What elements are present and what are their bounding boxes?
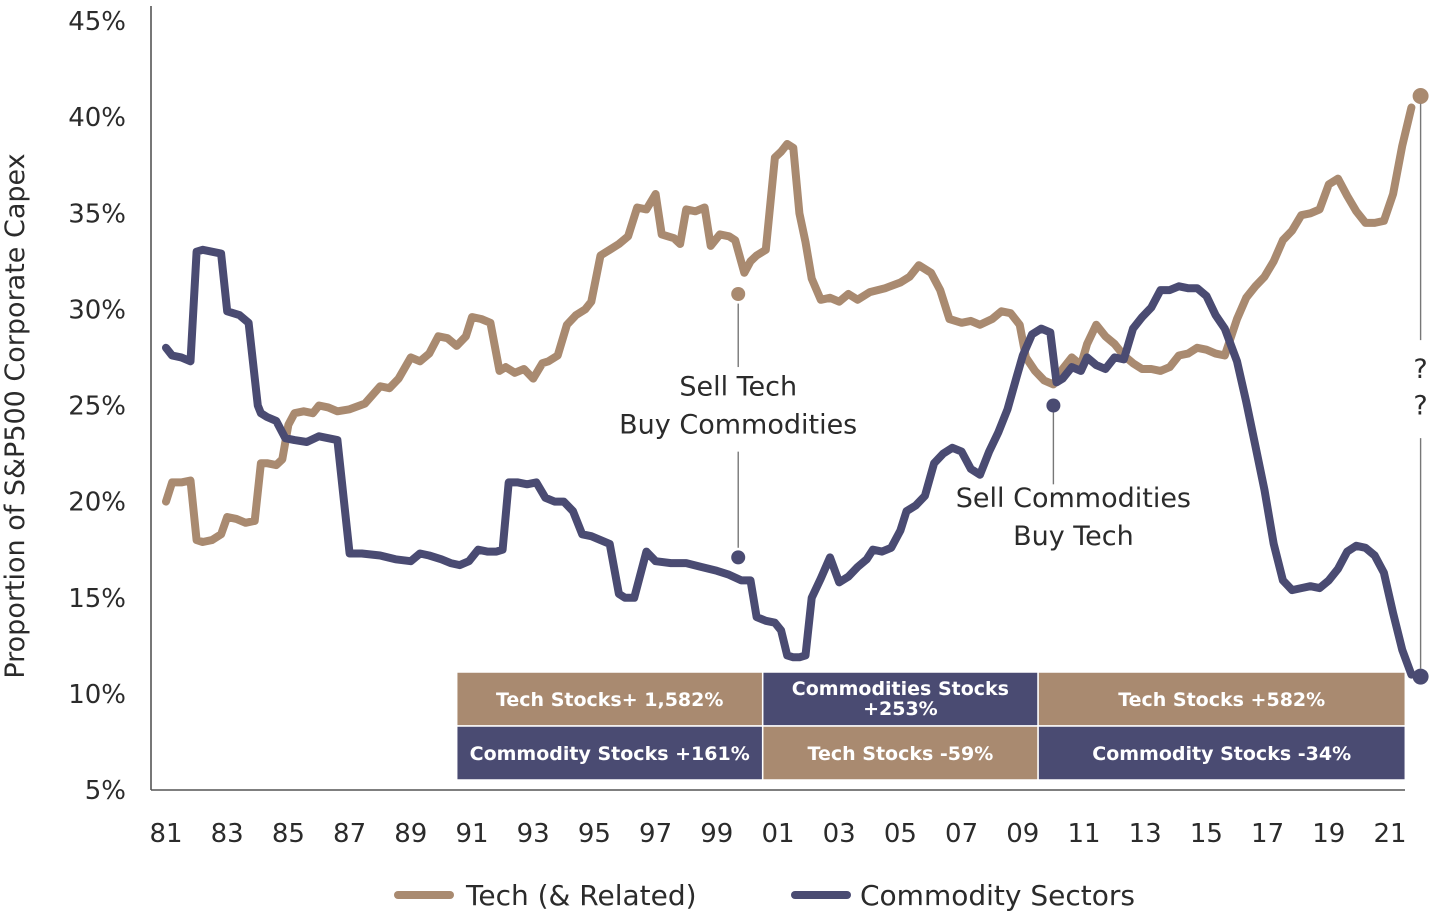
x-tick-label: 17 <box>1251 819 1284 849</box>
annotation-dot <box>1046 398 1061 413</box>
y-axis-label: Proportion of S&P500 Corporate Capex <box>0 153 31 678</box>
annotation-text: Buy Tech <box>1013 521 1134 552</box>
table-cell-text: Tech Stocks+ 1,582% <box>496 689 723 711</box>
table-cell-text: Commodity Stocks -34% <box>1092 743 1351 765</box>
x-tick-label: 21 <box>1373 819 1406 849</box>
annotations: Sell Tech Buy Commodities Sell Commodities… <box>619 103 1428 669</box>
table-cell <box>455 671 764 727</box>
x-tick-label: 87 <box>333 819 366 849</box>
x-tick-label: 15 <box>1190 819 1223 849</box>
x-tick-labels: 81 83 85 87 89 91 93 95 97 99 01 03 05 07 09 11 13 15 17 19… <box>149 819 1406 849</box>
tech-series-line <box>162 103 1416 546</box>
tech-end-marker <box>1412 87 1429 104</box>
table-cell <box>1037 671 1407 727</box>
annotation-text: Buy Commodities <box>619 410 857 441</box>
table-cell-text: Tech Stocks -59% <box>808 743 994 765</box>
x-tick-label: 91 <box>455 819 488 849</box>
x-tick-label: 99 <box>700 819 733 849</box>
annotation-text: ? <box>1413 354 1427 385</box>
x-tick-label: 05 <box>884 819 917 849</box>
x-tick-label: 11 <box>1067 819 1100 849</box>
performance-table: Tech Stocks+ 1,582% Commodities Stocks+25… <box>455 671 1407 781</box>
x-tick-label: 13 <box>1129 819 1162 849</box>
x-tick-label: 95 <box>578 819 611 849</box>
x-tick-label: 09 <box>1006 819 1039 849</box>
legend-label-commodity: Commodity Sectors <box>860 879 1135 912</box>
table-cell-text: Tech Stocks +582% <box>1118 689 1325 711</box>
table-cell-text: +253% <box>863 698 938 720</box>
x-tick-label: 01 <box>761 819 794 849</box>
table-cell <box>761 725 1039 781</box>
x-tick-label: 83 <box>211 819 244 849</box>
x-tick-label: 97 <box>639 819 672 849</box>
annotation-dot <box>731 550 746 565</box>
y-tick-label: 25% <box>68 392 126 422</box>
y-tick-label: 5% <box>85 776 126 806</box>
y-tick-label: 40% <box>68 103 126 133</box>
legend: Tech (& Related) Commodity Sectors <box>394 879 1135 912</box>
x-tick-label: 19 <box>1312 819 1345 849</box>
x-tick-label: 85 <box>272 819 305 849</box>
commodity-series-line <box>162 245 1416 679</box>
annotation-text: Sell Tech <box>679 371 797 402</box>
series-lines <box>162 87 1429 685</box>
y-tick-label: 35% <box>68 199 126 229</box>
x-tick-label: 93 <box>517 819 550 849</box>
commodity-end-marker <box>1412 668 1429 685</box>
y-tick-labels: 5% 10% 15% 20% 25% 30% 35% 40% 45% <box>68 7 126 806</box>
annotation-text: ? <box>1413 391 1427 422</box>
annotation-text: Sell Commodities <box>956 483 1191 514</box>
legend-label-tech: Tech (& Related) <box>465 879 697 912</box>
y-tick-label: 45% <box>68 7 126 37</box>
y-tick-label: 10% <box>68 680 126 710</box>
table-cell <box>761 671 1039 727</box>
x-tick-label: 07 <box>945 819 978 849</box>
x-tick-label: 89 <box>394 819 427 849</box>
x-tick-label: 03 <box>823 819 856 849</box>
y-tick-label: 20% <box>68 488 126 518</box>
table-cell <box>1037 725 1407 781</box>
annotation-dot <box>731 286 746 301</box>
y-tick-label: 15% <box>68 584 126 614</box>
table-cell-text: Commodities Stocks <box>792 678 1009 700</box>
x-tick-label: 81 <box>149 819 182 849</box>
table-cell-text: Commodity Stocks +161% <box>470 743 750 765</box>
y-tick-label: 30% <box>68 295 126 325</box>
axes <box>150 6 1405 791</box>
